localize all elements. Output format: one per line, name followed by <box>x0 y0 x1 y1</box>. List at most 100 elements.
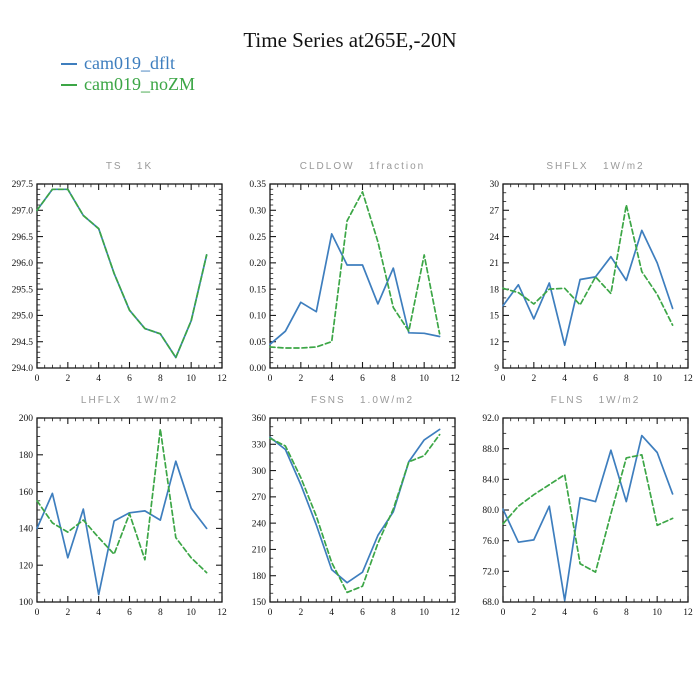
svg-text:8: 8 <box>158 608 163 618</box>
svg-text:100: 100 <box>19 598 34 608</box>
svg-text:0: 0 <box>501 608 506 618</box>
svg-text:297.5: 297.5 <box>12 180 34 190</box>
svg-text:160: 160 <box>19 488 34 498</box>
svg-text:297.0: 297.0 <box>12 206 34 216</box>
svg-text:30: 30 <box>490 180 500 190</box>
svg-text:294.0: 294.0 <box>12 364 34 374</box>
svg-text:12: 12 <box>450 374 460 384</box>
legend-line-sample-nozm <box>61 83 77 86</box>
svg-text:296.0: 296.0 <box>12 259 34 269</box>
svg-text:2: 2 <box>298 608 303 618</box>
chart-fsns: FSNS 1.0W/m2 0 2 4 6 8 10 12 150 180 210 240 270 300… <box>233 392 466 632</box>
svg-text:4: 4 <box>329 608 334 618</box>
svg-text:270: 270 <box>252 493 267 503</box>
svg-text:8: 8 <box>624 608 629 618</box>
svg-text:12: 12 <box>217 374 227 384</box>
svg-text:2: 2 <box>298 374 303 384</box>
chart-svg-fsns: 0 2 4 6 8 10 12 150 180 210 240 270 300 330 360 <box>252 414 460 618</box>
svg-text:80.0: 80.0 <box>482 506 499 516</box>
svg-text:120: 120 <box>19 561 34 571</box>
svg-text:10: 10 <box>652 608 662 618</box>
svg-text:330: 330 <box>252 440 267 450</box>
svg-text:68.0: 68.0 <box>482 598 499 608</box>
chart-title-shflx: SHFLX 1W/m2 <box>546 161 645 172</box>
svg-text:210: 210 <box>252 546 267 556</box>
svg-text:240: 240 <box>252 519 267 529</box>
svg-text:4: 4 <box>562 608 567 618</box>
svg-text:12: 12 <box>217 608 227 618</box>
svg-text:12: 12 <box>683 608 693 618</box>
svg-text:0.25: 0.25 <box>249 233 266 243</box>
svg-text:84.0: 84.0 <box>482 476 499 486</box>
svg-text:21: 21 <box>490 259 500 269</box>
svg-text:88.0: 88.0 <box>482 445 499 455</box>
svg-text:0.10: 0.10 <box>249 312 266 322</box>
svg-text:6: 6 <box>127 374 132 384</box>
svg-text:8: 8 <box>391 374 396 384</box>
svg-text:0: 0 <box>501 374 506 384</box>
page-title: Time Series at265E,-20N <box>243 28 457 52</box>
svg-text:12: 12 <box>450 608 460 618</box>
svg-text:10: 10 <box>419 608 429 618</box>
legend: cam019_dflt cam019_noZM <box>61 53 195 95</box>
svg-text:12: 12 <box>490 338 500 348</box>
svg-text:0: 0 <box>35 374 40 384</box>
svg-text:0.20: 0.20 <box>249 259 266 269</box>
legend-label-dflt: cam019_dflt <box>84 53 175 73</box>
svg-text:8: 8 <box>158 374 163 384</box>
svg-text:0.15: 0.15 <box>249 285 266 295</box>
chart-shflx: SHFLX 1W/m2 0 2 4 6 8 10 12 9 12 15 18 21 24 27 30 <box>466 158 699 398</box>
svg-text:4: 4 <box>96 374 101 384</box>
svg-text:15: 15 <box>490 312 500 322</box>
svg-text:27: 27 <box>490 206 500 216</box>
chart-cldlow: CLDLOW 1fraction 0 2 4 6 8 10 12 0.00 0.05 0.10 0.… <box>233 158 466 398</box>
svg-text:76.0: 76.0 <box>482 537 499 547</box>
svg-text:18: 18 <box>490 285 500 295</box>
svg-text:0: 0 <box>268 374 273 384</box>
chart-title-lhflx: LHFLX 1W/m2 <box>80 395 179 406</box>
legend-label-nozm: cam019_noZM <box>84 74 195 94</box>
chart-lhflx: LHFLX 1W/m2 0 2 4 6 8 10 12 100 120 140 160 180 200 <box>0 392 233 632</box>
chart-ts: TS 1K 0 2 4 6 8 10 12 294.0 294.5 295.0 295.5 296.0… <box>0 158 233 398</box>
chart-title-cldlow: CLDLOW 1fraction <box>299 161 426 172</box>
svg-text:4: 4 <box>329 374 334 384</box>
svg-text:300: 300 <box>252 467 267 477</box>
svg-text:0.00: 0.00 <box>249 364 266 374</box>
chart-title-flns: FLNS 1W/m2 <box>550 395 641 406</box>
svg-text:8: 8 <box>624 374 629 384</box>
svg-text:0: 0 <box>35 608 40 618</box>
svg-text:10: 10 <box>419 374 429 384</box>
svg-text:150: 150 <box>252 598 267 608</box>
svg-text:8: 8 <box>391 608 396 618</box>
svg-text:295.5: 295.5 <box>12 285 34 295</box>
chart-svg-lhflx: 0 2 4 6 8 10 12 100 120 140 160 180 200 <box>19 414 227 618</box>
chart-title-fsns: FSNS 1.0W/m2 <box>310 395 414 406</box>
svg-text:296.5: 296.5 <box>12 233 34 243</box>
svg-text:2: 2 <box>65 608 70 618</box>
chart-svg-flns: 0 2 4 6 8 10 12 68.0 72.0 76.0 80.0 84.0 88.0 92.0 <box>482 414 693 618</box>
chart-title-ts: TS 1K <box>105 161 154 172</box>
svg-text:4: 4 <box>562 374 567 384</box>
svg-text:180: 180 <box>252 572 267 582</box>
svg-text:92.0: 92.0 <box>482 414 499 424</box>
svg-text:2: 2 <box>531 374 536 384</box>
svg-text:24: 24 <box>490 233 500 243</box>
svg-text:0.30: 0.30 <box>249 206 266 216</box>
svg-text:9: 9 <box>494 364 499 374</box>
svg-text:200: 200 <box>19 414 34 424</box>
svg-text:10: 10 <box>186 374 196 384</box>
svg-text:2: 2 <box>65 374 70 384</box>
chart-svg-ts: 0 2 4 6 8 10 12 294.0 294.5 295.0 295.5 296.0 296.5 2… <box>12 180 227 384</box>
legend-item-dflt: cam019_dflt <box>61 53 195 74</box>
svg-text:0.05: 0.05 <box>249 338 266 348</box>
svg-text:72.0: 72.0 <box>482 568 499 578</box>
svg-text:2: 2 <box>531 608 536 618</box>
svg-text:140: 140 <box>19 525 34 535</box>
svg-text:4: 4 <box>96 608 101 618</box>
svg-text:6: 6 <box>593 374 598 384</box>
svg-text:6: 6 <box>593 608 598 618</box>
chart-flns: FLNS 1W/m2 0 2 4 6 8 10 12 68.0 72.0 76.0 80.0 84.0… <box>466 392 699 632</box>
svg-text:12: 12 <box>683 374 693 384</box>
